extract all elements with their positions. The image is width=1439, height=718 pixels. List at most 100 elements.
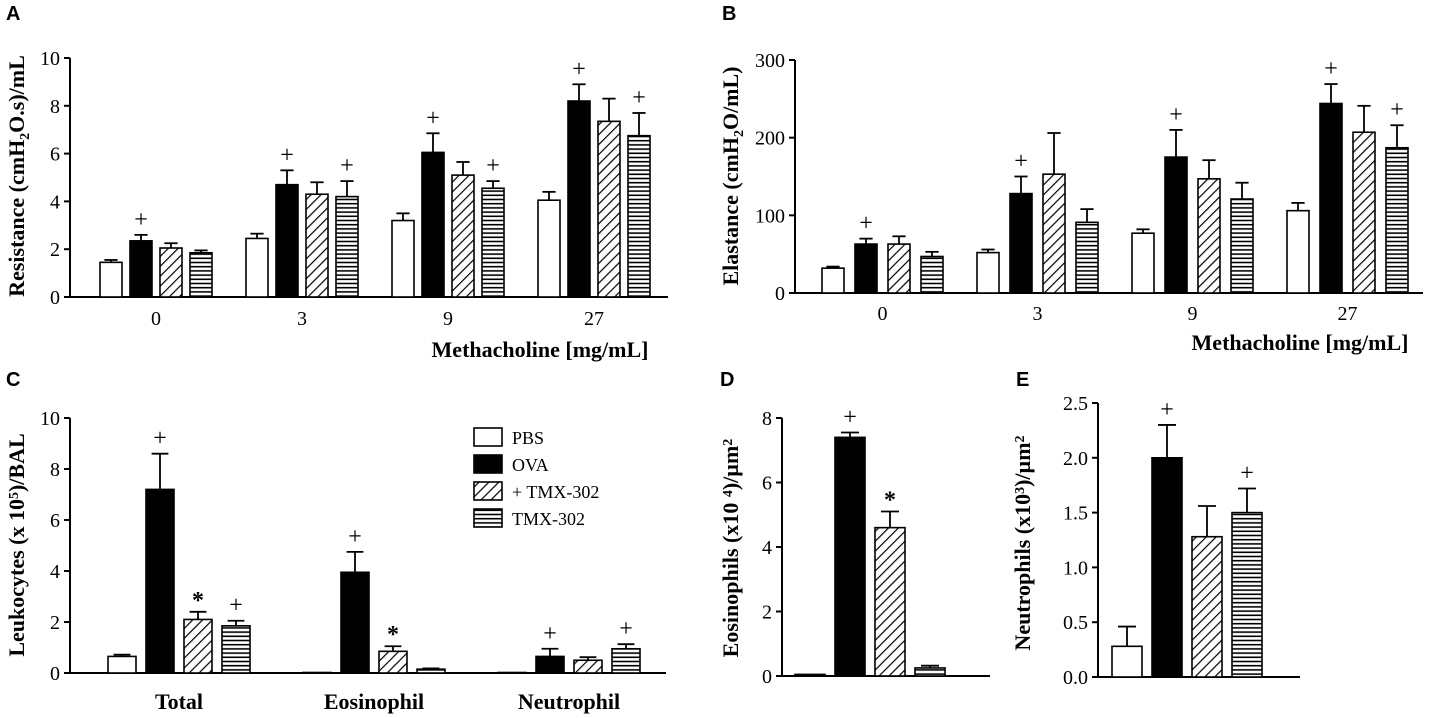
series-3-cat-2-bar (611, 647, 641, 674)
ylabel-segment: O/mL) (718, 66, 743, 130)
series-3-cat-1-bar (416, 668, 446, 674)
ylabel-segment: Elastance (cmH (718, 137, 743, 285)
series-0-cat-0-bar (107, 655, 137, 674)
series-2-cat-1-bar (305, 193, 329, 298)
series-0-cat-0-bar (99, 261, 123, 298)
bar-0-bar (794, 673, 826, 677)
series-2-cat-2-bar (451, 174, 475, 298)
y-tick-label: 10 (40, 48, 60, 70)
y-tick-label: 0 (762, 666, 772, 688)
x-category-label: 3 (297, 308, 307, 330)
series-0-cat-1-bar (302, 671, 332, 674)
bar-1-bar (834, 436, 866, 677)
y-tick-label: 8 (50, 96, 60, 118)
series-3-cat-1-significance-marker: + (340, 153, 354, 179)
y-tick-label: 2 (762, 602, 772, 624)
y-tick-label: 4 (762, 537, 772, 559)
series-1-cat-1-significance-marker: + (1014, 149, 1028, 175)
y-tick-label: 2 (50, 239, 60, 261)
series-3-cat-1-bar (1075, 221, 1099, 294)
series-0-cat-2-bar (391, 219, 415, 298)
panel-letter-c: C (6, 369, 20, 391)
legend-label: TMX-302 (512, 509, 585, 529)
ylabel-segment: Resistance (cmH (4, 140, 29, 297)
series-3-cat-3-significance-marker: + (632, 85, 646, 111)
series-1-cat-2-bar (1164, 156, 1188, 294)
panel-e: E 0.0 0.5 1.0 1.5 2.0 2.5 Neutrophils (x103)/µm… (1010, 369, 1300, 689)
series-3-cat-2-bar (1230, 198, 1254, 294)
series-0-cat-3-bar (1286, 209, 1310, 294)
series-1-cat-3-significance-marker: + (572, 56, 586, 82)
ylabel-segment: Neutrophils (x10 (1010, 494, 1035, 651)
x-category-label: Eosinophil (324, 689, 424, 714)
y-tick-label: 2.5 (1063, 393, 1088, 415)
y-tick-label: 2.0 (1063, 448, 1088, 470)
series-1-cat-1-bar (340, 571, 370, 674)
series-2-cat-1-bar (1042, 173, 1066, 294)
x-category-label: Neutrophil (518, 689, 620, 714)
y-tick-label: 0 (50, 663, 60, 685)
y-tick-label: 0 (50, 287, 60, 309)
bar-1-significance-marker: + (843, 405, 857, 431)
series-2-cat-0-bar (887, 243, 911, 294)
bar-3-bar (914, 667, 946, 677)
legend-swatch-black (473, 454, 503, 474)
series-1-cat-0-bar (854, 243, 878, 294)
series-2-cat-0-bar (159, 247, 183, 298)
x-category-label: 9 (443, 308, 453, 330)
ylabel-segment: µ (1010, 460, 1035, 473)
bar-2-significance-marker: * (884, 488, 896, 514)
ylabel-subscript: 2 (18, 133, 33, 140)
x-axis-title: Methacholine [mg/mL] (1192, 330, 1409, 355)
series-2-cat-3-bar (597, 120, 621, 298)
ylabel-superscript: 3 (1013, 487, 1028, 494)
ylabel-segment: µ (718, 464, 743, 477)
y-tick-label: 100 (755, 205, 785, 227)
bar-3-bar (1231, 511, 1263, 678)
series-1-cat-3-bar (1319, 102, 1343, 294)
series-3-cat-3-significance-marker: + (1390, 97, 1404, 123)
series-3-cat-0-bar (189, 251, 213, 298)
y-axis-title: Leukocytes (x 105)/BAL (4, 433, 29, 656)
ylabel-superscript: 2 (1013, 435, 1028, 442)
ylabel-segment: Leukocytes (x 10 (4, 499, 29, 657)
y-tick-label: 4 (50, 191, 60, 213)
series-2-cat-2-bar (573, 659, 603, 674)
series-1-cat-0-significance-marker: + (859, 211, 873, 237)
series-3-cat-3-bar (1385, 146, 1409, 294)
legend-swatch-white (473, 427, 503, 447)
panel-letter-a: A (6, 3, 20, 25)
series-2-cat-3-bar (1352, 131, 1376, 294)
series-3-cat-0-bar (221, 625, 251, 674)
bar-1-bar (1151, 456, 1183, 678)
y-tick-label: 2 (50, 612, 60, 634)
x-category-label: 0 (878, 303, 888, 325)
series-3-cat-0-bar (920, 255, 944, 294)
series-1-cat-1-significance-marker: + (280, 142, 294, 168)
y-tick-label: 10 (40, 408, 60, 430)
series-1-cat-2-significance-marker: + (543, 621, 557, 647)
y-tick-label: 1.5 (1063, 503, 1088, 525)
y-axis-title: Resistance (cmH2O.s)/mL (4, 55, 33, 297)
x-category-label: 27 (584, 308, 604, 330)
series-3-cat-2-significance-marker: + (619, 616, 633, 642)
ylabel-subscript: 2 (732, 130, 747, 137)
ylabel-segment: )/ (718, 476, 743, 490)
series-1-cat-1-significance-marker: + (348, 524, 362, 550)
series-0-cat-1-bar (245, 237, 269, 298)
bar-3-significance-marker: + (1240, 460, 1254, 486)
series-3-cat-1-bar (335, 195, 359, 298)
ylabel-segment: m (1010, 442, 1035, 460)
series-3-cat-2-significance-marker: + (486, 153, 500, 179)
panel-letter-d: D (720, 369, 734, 391)
y-tick-label: 6 (50, 144, 60, 166)
ylabel-segment: )/ (1010, 473, 1035, 487)
ylabel-superscript: 5 (7, 492, 22, 499)
panel-c: C 0 2 4 6 8 10 Leukocytes (x 105)/BAL + * + Total + *… (4, 369, 666, 714)
series-0-cat-0-bar (821, 267, 845, 294)
series-1-cat-0-significance-marker: + (153, 426, 167, 452)
bar-1-significance-marker: + (1160, 397, 1174, 423)
series-2-cat-2-bar (1197, 178, 1221, 294)
